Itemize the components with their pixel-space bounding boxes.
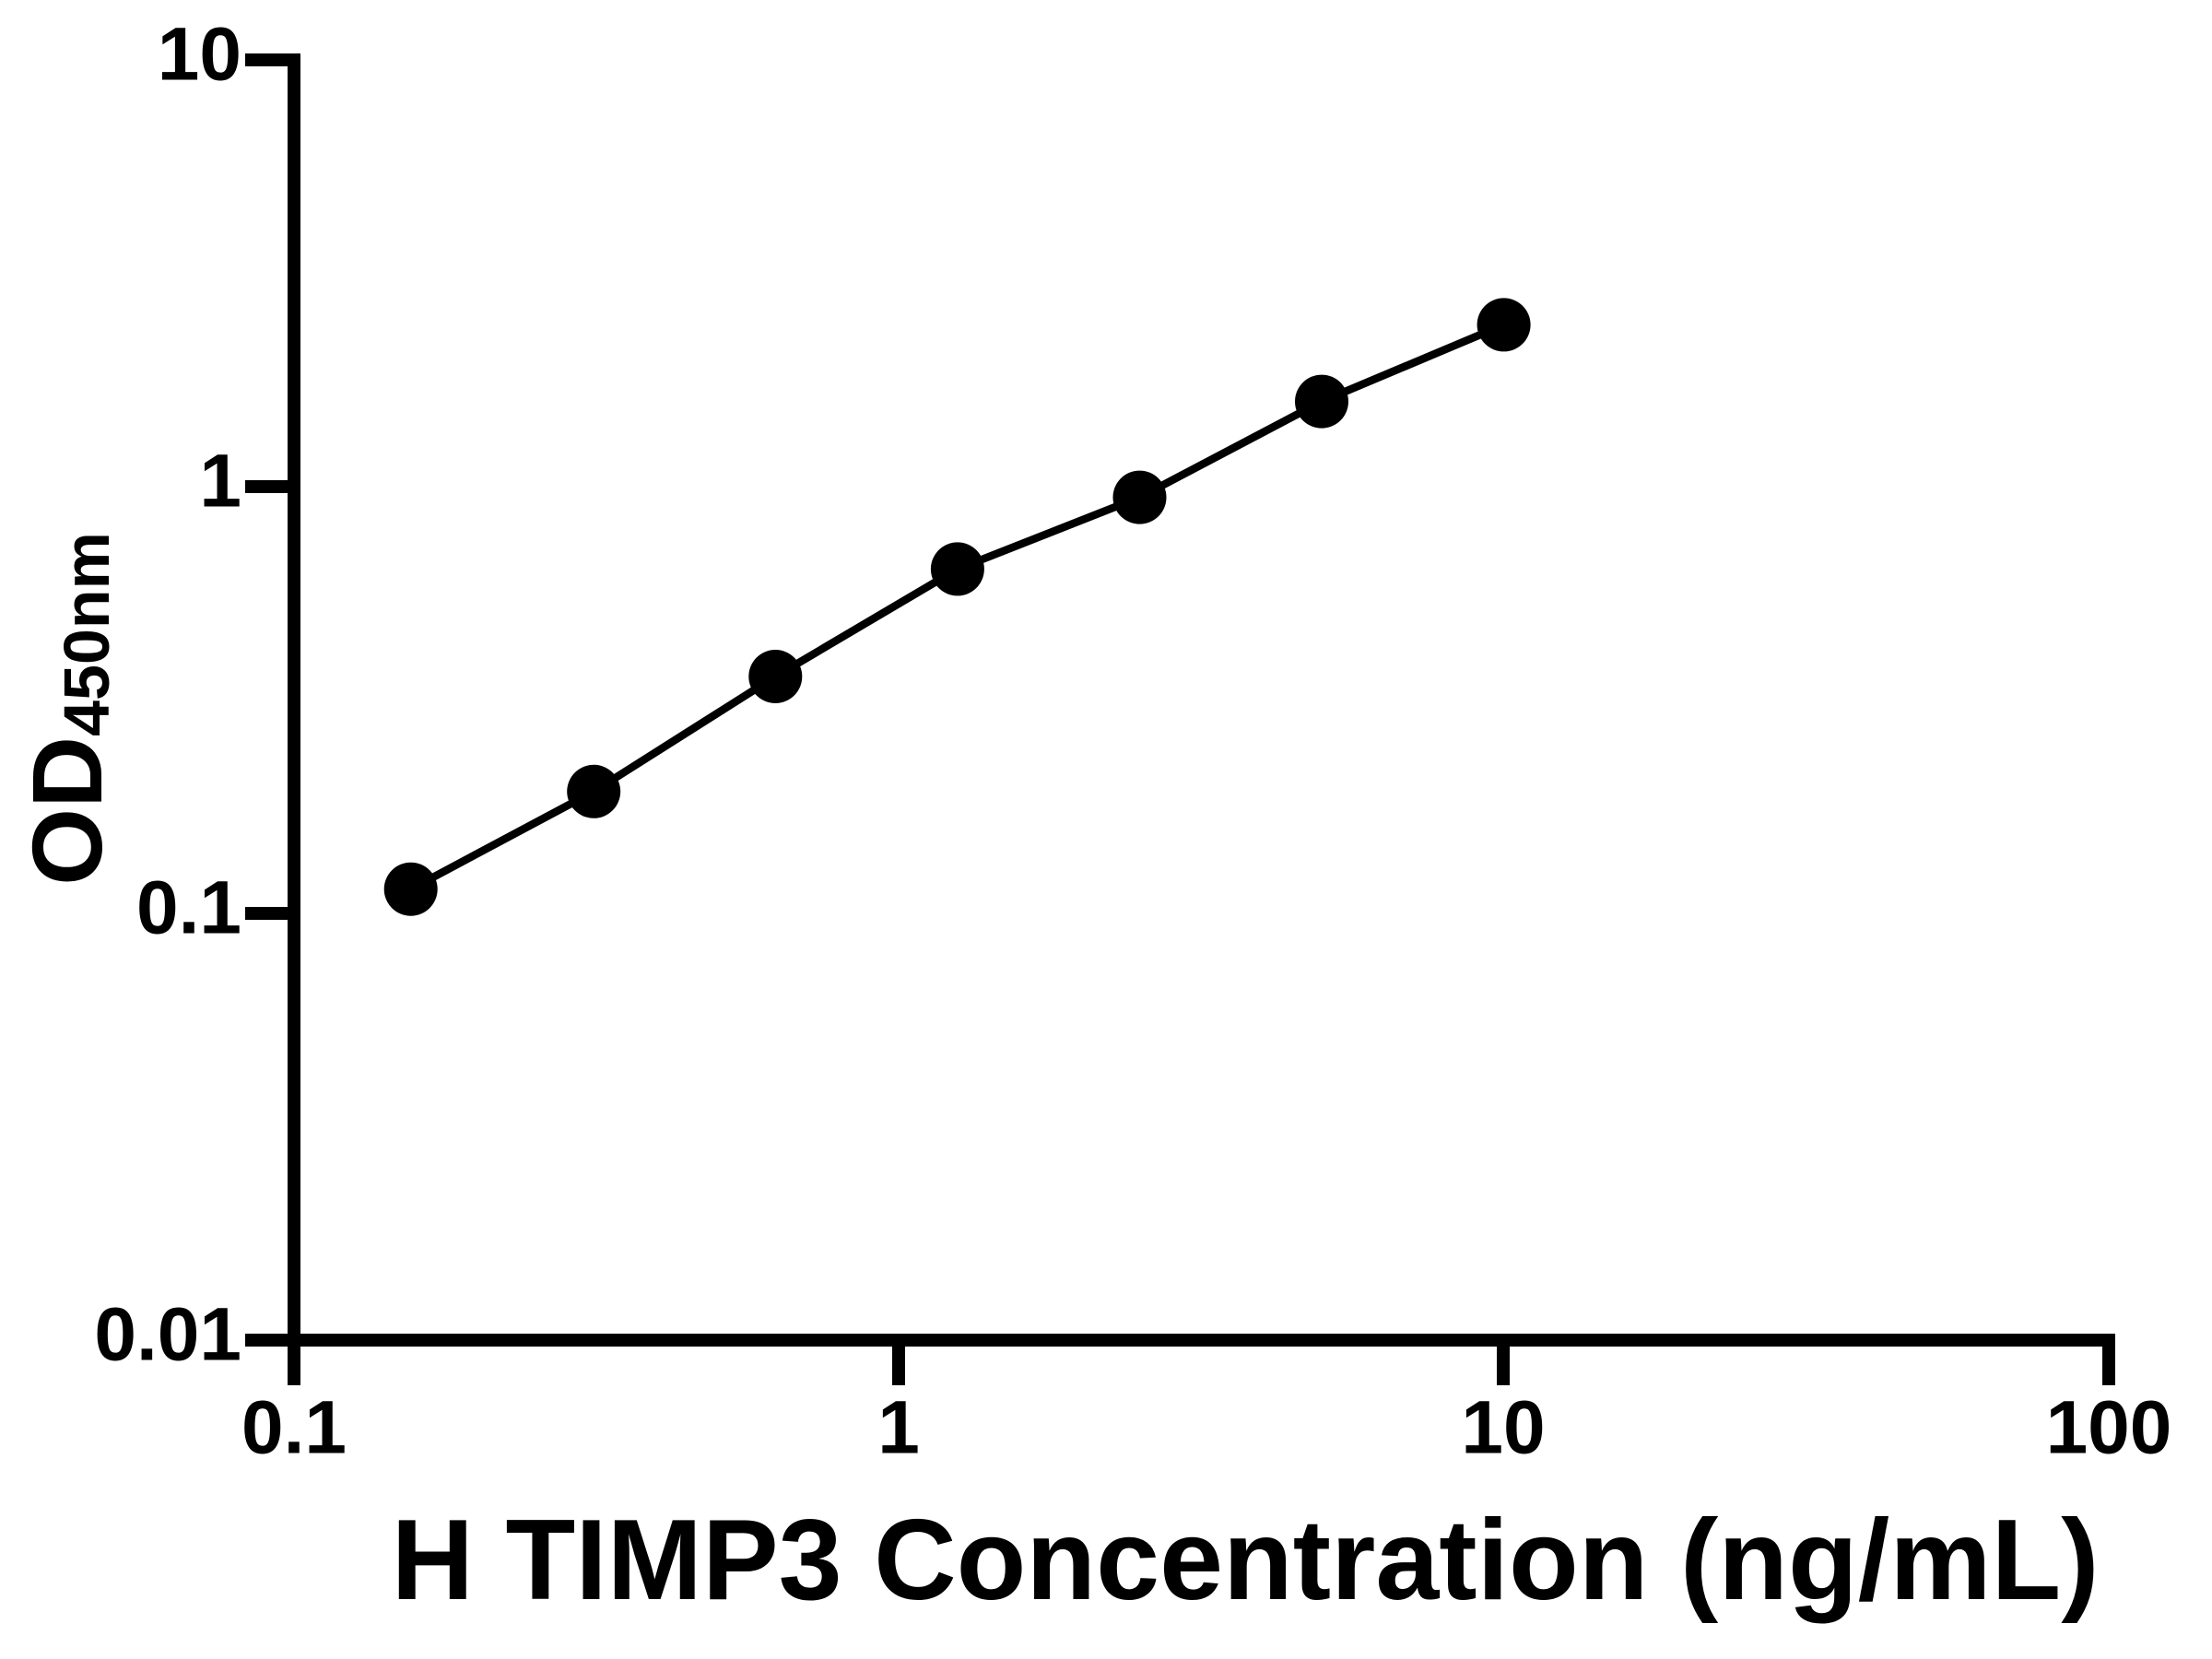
svg-text:0.1: 0.1 — [241, 1385, 347, 1469]
svg-text:10: 10 — [1461, 1385, 1545, 1469]
svg-text:1: 1 — [199, 440, 241, 524]
svg-text:0.1: 0.1 — [136, 866, 241, 950]
svg-text:10: 10 — [158, 13, 241, 97]
svg-text:0.01: 0.01 — [94, 1293, 241, 1377]
svg-text:100: 100 — [2046, 1385, 2172, 1469]
svg-text:H TIMP3 Concentration (ng/mL): H TIMP3 Concentration (ng/mL) — [391, 1497, 2099, 1624]
svg-text:OD450nm: OD450nm — [11, 532, 123, 886]
svg-text:1: 1 — [877, 1385, 920, 1469]
